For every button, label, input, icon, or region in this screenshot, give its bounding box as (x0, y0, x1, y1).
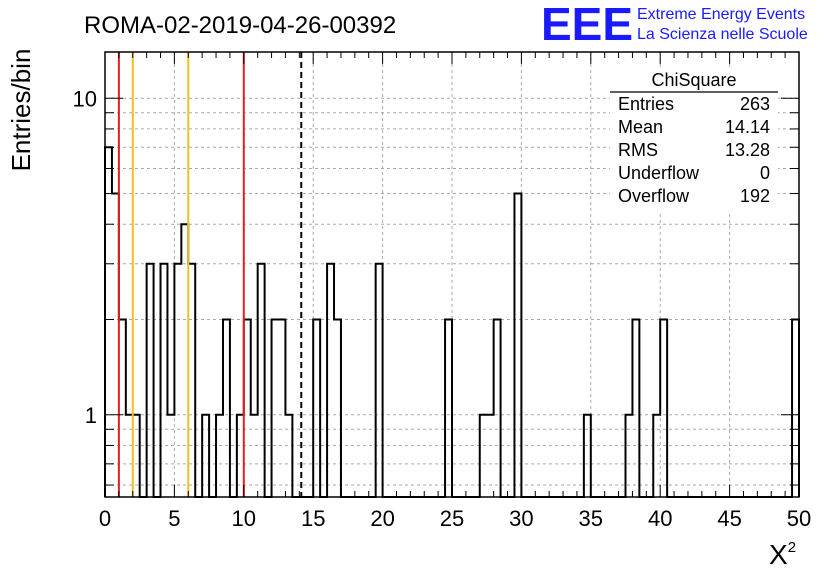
histogram-bin (237, 415, 244, 497)
y-tick-label: 10 (73, 86, 97, 111)
stats-label: Mean (618, 117, 663, 137)
stats-value: 14.14 (725, 117, 770, 137)
histogram-bin (188, 264, 195, 497)
histogram-bin (626, 415, 633, 497)
histogram-bin (584, 415, 591, 497)
histogram-bin (181, 224, 188, 497)
histogram-bin (119, 320, 126, 497)
x-tick-label: 50 (787, 506, 811, 531)
stats-box: ChiSquare Entries 263 Mean 14.14 RMS 13.28 Und… (610, 70, 778, 212)
logo-line-2: La Scienza nelle Scuole (637, 26, 808, 43)
stats-label: Overflow (618, 186, 690, 206)
histogram-bin (327, 264, 334, 497)
axis-ticks: 0 5 10 15 20 25 30 35 40 45 50 1 10 (73, 52, 811, 531)
histogram-bin (285, 415, 292, 497)
stats-label: Entries (618, 94, 674, 114)
histogram-bin (792, 320, 799, 497)
histogram-bin (112, 194, 119, 497)
stats-value: 13.28 (725, 140, 770, 160)
stats-value: 0 (760, 163, 770, 183)
histogram-bin (653, 415, 660, 497)
histogram-bin (216, 415, 223, 497)
histogram-bin (660, 320, 667, 497)
histogram-bin (272, 320, 279, 497)
eee-logo: EEE (541, 0, 633, 50)
x-tick-label: 0 (99, 506, 111, 531)
histogram-bin (334, 320, 341, 497)
histogram-bin (258, 264, 265, 497)
x-axis-label: X2 (769, 539, 796, 570)
histogram-bin (313, 320, 320, 497)
histogram-bin (514, 194, 521, 497)
histogram-bin (147, 264, 154, 497)
logo-line-1: Extreme Energy Events (637, 6, 805, 23)
stats-label: RMS (618, 140, 658, 160)
histogram-bin (126, 415, 133, 497)
x-tick-label: 25 (440, 506, 464, 531)
stats-label: Underflow (618, 163, 700, 183)
stats-title: ChiSquare (651, 70, 736, 90)
stats-value: 192 (740, 186, 770, 206)
y-axis-label: Entries/bin (6, 49, 36, 172)
histogram-bin (167, 415, 174, 497)
x-tick-label: 45 (717, 506, 741, 531)
x-tick-label: 15 (301, 506, 325, 531)
chart-title: ROMA-02-2019-04-26-00392 (84, 12, 396, 39)
histogram-bin (445, 320, 452, 497)
stats-value: 263 (740, 94, 770, 114)
histogram-bin (376, 264, 383, 497)
histogram-bin (632, 320, 639, 497)
x-tick-label: 20 (370, 506, 394, 531)
x-tick-label: 40 (648, 506, 672, 531)
y-tick-label: 1 (85, 403, 97, 428)
x-tick-label: 10 (232, 506, 256, 531)
vertical-markers (117, 52, 303, 497)
x-tick-label: 30 (509, 506, 533, 531)
histogram-bin (202, 415, 209, 497)
histogram-bin (133, 415, 140, 497)
histogram-bin (244, 320, 251, 497)
histogram-bin (174, 264, 181, 497)
histogram-bin (487, 415, 494, 497)
x-tick-label: 35 (579, 506, 603, 531)
histogram-bin (251, 415, 258, 497)
histogram-bin (161, 264, 168, 497)
x-tick-label: 5 (168, 506, 180, 531)
histogram-bin (494, 320, 501, 497)
histogram-bin (279, 320, 286, 497)
histogram-bin (480, 415, 487, 497)
histogram-bin (223, 320, 230, 497)
histogram-bin (105, 147, 112, 497)
